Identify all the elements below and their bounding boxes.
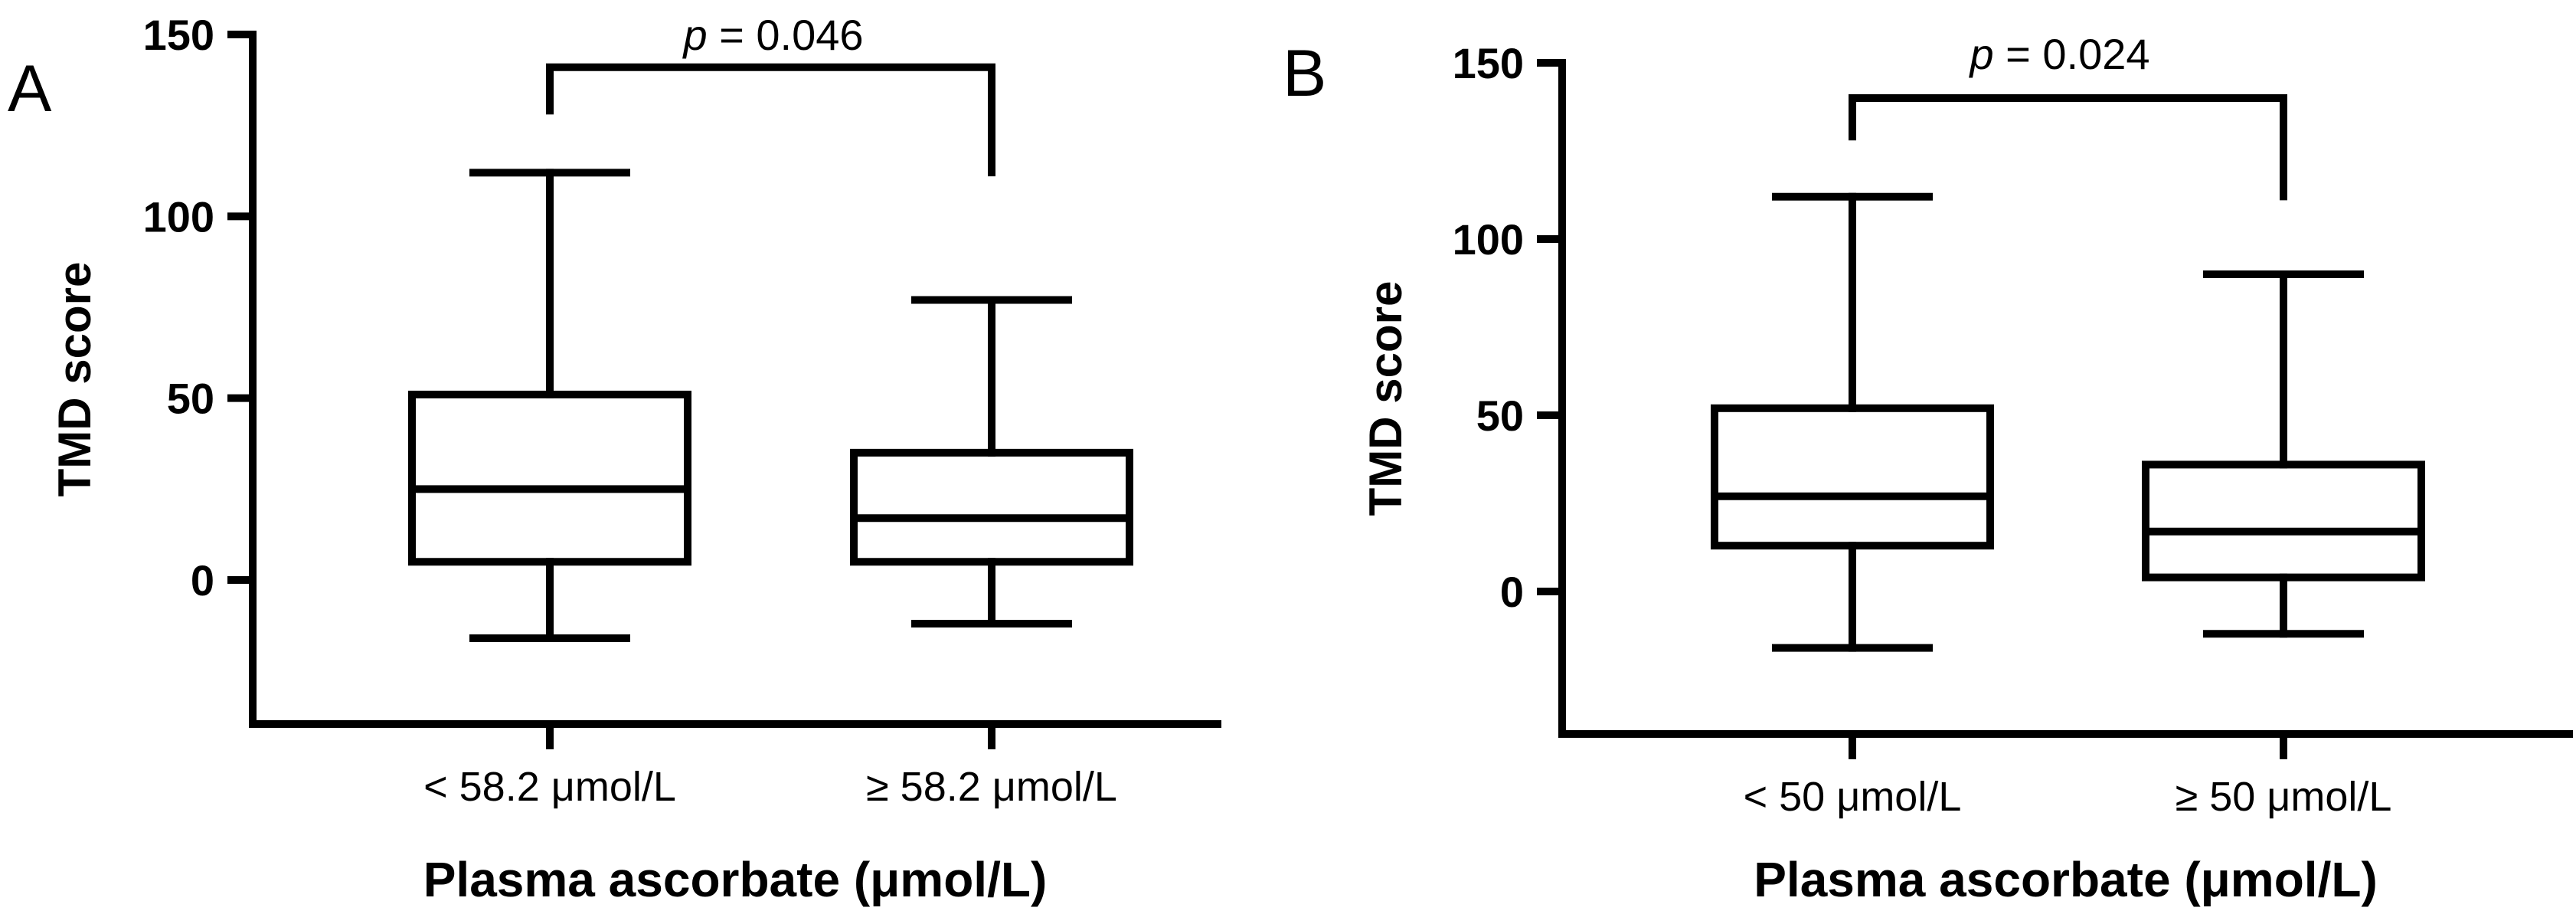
p-value-label: p = 0.046 bbox=[682, 11, 863, 59]
p-value: = 0.046 bbox=[708, 11, 864, 59]
significance-bracket bbox=[1849, 94, 2287, 201]
panel-label: B bbox=[1283, 37, 1326, 110]
box-plot-2 bbox=[850, 296, 1133, 627]
box-iqr bbox=[1711, 404, 1994, 550]
y-tick-label: 0 bbox=[1500, 568, 1524, 616]
box-plot-1 bbox=[1711, 192, 1994, 652]
panel-b: B 0 50 100 150 TMD score < 50 μmol/L ≥ 50 μmol/… bbox=[1283, 30, 2573, 907]
p-value-label: p = 0.024 bbox=[1968, 30, 2149, 78]
x-axis-label: Plasma ascorbate (μmol/L) bbox=[423, 852, 1048, 907]
box-plot-1 bbox=[408, 169, 691, 642]
y-axis-label: TMD score bbox=[1360, 281, 1411, 516]
x-tick-label: ≥ 58.2 μmol/L bbox=[866, 764, 1117, 810]
x-axis-label: Plasma ascorbate (μmol/L) bbox=[1754, 852, 2378, 907]
y-tick-label: 50 bbox=[167, 375, 214, 423]
y-tick-label: 150 bbox=[143, 11, 214, 59]
panel-label: A bbox=[8, 52, 52, 126]
y-tick-label: 100 bbox=[143, 192, 214, 241]
x-tick-label: ≥ 50 μmol/L bbox=[2176, 774, 2392, 820]
p-symbol: p bbox=[682, 11, 707, 59]
box-iqr bbox=[2142, 460, 2425, 582]
box-iqr bbox=[408, 390, 691, 566]
box-iqr bbox=[850, 448, 1133, 566]
y-tick-label: 150 bbox=[1453, 39, 1524, 87]
box-plot-2 bbox=[2142, 270, 2425, 638]
panel-a: A 0 50 100 150 TMD score < 58.2 μmol/L ≥ 58.2 μ… bbox=[8, 11, 1221, 907]
y-tick-label: 50 bbox=[1476, 392, 1524, 440]
y-axis-label: TMD score bbox=[49, 262, 100, 497]
y-tick-label: 100 bbox=[1453, 215, 1524, 264]
x-tick-label: < 50 μmol/L bbox=[1744, 774, 1962, 820]
significance-bracket bbox=[546, 63, 995, 177]
p-symbol: p bbox=[1968, 30, 1993, 78]
x-tick-label: < 58.2 μmol/L bbox=[423, 764, 676, 810]
p-value: = 0.024 bbox=[1994, 30, 2150, 78]
y-tick-label: 0 bbox=[191, 556, 214, 605]
